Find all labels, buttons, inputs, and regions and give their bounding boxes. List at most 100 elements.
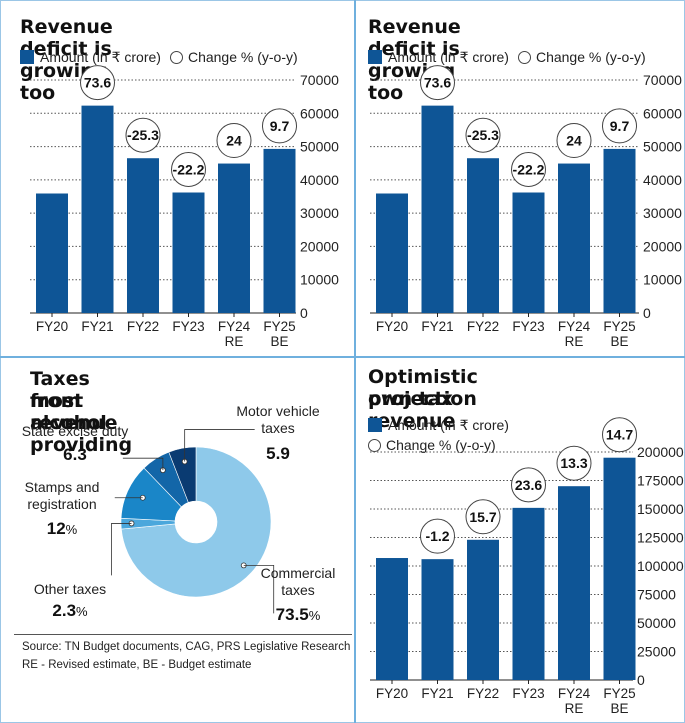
bar [172, 192, 205, 313]
y-tick-label: 0 [643, 305, 651, 321]
source-line: Source: TN Budget documents, CAG, PRS Le… [22, 641, 351, 653]
source-note: Source: TN Budget documents, CAG, PRS Le… [22, 638, 352, 674]
bar [218, 163, 250, 313]
change-label: -25.3 [467, 127, 499, 143]
x-tick-label: FY23 [512, 686, 544, 701]
bar [558, 486, 590, 680]
slice-label: taxes [281, 582, 314, 598]
change-marker [511, 467, 546, 503]
change-marker [465, 117, 501, 153]
change-marker [125, 117, 161, 153]
y-tick-label: 60000 [643, 105, 682, 121]
change-marker [420, 65, 455, 101]
y-tick-label: 125000 [637, 530, 684, 546]
bar [512, 192, 545, 313]
x-tick-label: FY25 [603, 319, 635, 334]
change-label: -25.3 [127, 127, 159, 143]
leader-line [122, 457, 164, 471]
x-tick-label: FY22 [467, 319, 499, 334]
change-marker [216, 123, 252, 159]
slice-label: Stamps and [25, 479, 100, 495]
y-tick-label: 10000 [643, 272, 682, 288]
bar [558, 163, 590, 313]
x-tick-label: FY21 [421, 319, 453, 334]
bar [376, 193, 408, 313]
change-label: 9.7 [270, 118, 290, 134]
bar [603, 148, 636, 313]
x-tick-label: FY22 [127, 319, 159, 334]
change-label: 73.6 [84, 75, 111, 91]
bar [376, 558, 408, 680]
chart-title-line2: most revenue [30, 390, 118, 434]
slice-value: 5.9 [266, 444, 290, 463]
slice-label: Motor vehicle [236, 403, 319, 419]
x-tick-label: RE [565, 334, 584, 349]
pie-slice [121, 446, 272, 598]
chart-title: Revenue deficit is growing too [368, 16, 461, 104]
legend-change-circle [368, 438, 381, 452]
y-tick-label: 75000 [637, 587, 676, 603]
change-marker [80, 65, 115, 101]
slice-value: 12% [47, 519, 78, 538]
source-divider [14, 634, 352, 635]
x-tick-label: FY25 [263, 319, 295, 334]
change-marker [556, 445, 592, 481]
change-marker [262, 108, 297, 144]
legend-change-label: Change % (y-o-y) [535, 49, 646, 65]
bar [467, 158, 499, 313]
abbreviation-line: RE - Revised estimate, BE - Budget estim… [22, 659, 252, 671]
y-tick-label: 40000 [643, 172, 682, 188]
y-tick-label: 50000 [643, 139, 682, 155]
y-tick-label: 60000 [300, 105, 339, 121]
change-label: 13.3 [560, 455, 587, 471]
y-tick-label: 25000 [637, 644, 676, 660]
chart-title: Revenue deficit is growing too [20, 16, 113, 104]
slice-value-unit: % [66, 522, 78, 537]
slice-label: Other taxes [34, 581, 106, 597]
change-marker [556, 123, 592, 159]
leader-line [111, 523, 132, 576]
bar [127, 158, 159, 313]
y-tick-label: 30000 [643, 205, 682, 221]
change-marker [171, 152, 206, 188]
change-marker [511, 152, 546, 188]
x-tick-label: FY25 [603, 686, 635, 701]
bar [36, 193, 68, 313]
legend-amount-label: Amount (in ₹ crore) [40, 48, 161, 65]
bar [467, 539, 499, 680]
change-marker [602, 417, 637, 453]
y-tick-label: 70000 [643, 72, 682, 88]
bar [512, 507, 545, 680]
slice-value: 6.3 [63, 445, 87, 464]
x-tick-label: FY23 [172, 319, 204, 334]
change-label: 14.7 [606, 427, 633, 443]
x-tick-label: FY21 [421, 686, 453, 701]
vertical-divider [354, 0, 356, 723]
legend-change-circle [169, 50, 183, 64]
x-tick-label: BE [610, 334, 628, 349]
horizontal-divider [0, 356, 685, 358]
x-tick-label: FY20 [376, 319, 408, 334]
y-tick-label: 100000 [637, 558, 684, 574]
y-tick-label: 0 [637, 672, 645, 688]
change-label: 15.7 [469, 509, 496, 525]
y-tick-label: 20000 [643, 238, 682, 254]
change-label: -1.2 [425, 528, 449, 544]
y-tick-label: 50000 [637, 615, 676, 631]
legend-bar-swatch [368, 418, 382, 432]
legend-amount-label: Amount (in ₹ crore) [388, 48, 509, 65]
chart-title-line2: projection [368, 388, 477, 410]
y-tick-label: 70000 [300, 72, 339, 88]
x-tick-label: FY21 [81, 319, 113, 334]
x-tick-label: FY22 [467, 686, 499, 701]
bar-chart-revenue-deficit-2: 0 10000 20000 30000 40000 50000 60000 70000 FY20… [370, 65, 682, 349]
slice-label: taxes [261, 420, 294, 436]
y-tick-label: 0 [300, 305, 308, 321]
y-tick-label: 30000 [300, 205, 339, 221]
y-tick-label: 10000 [300, 272, 339, 288]
change-marker [602, 108, 637, 144]
slice-value-unit: % [309, 608, 321, 623]
y-tick-label: 40000 [300, 172, 339, 188]
change-label: 24 [566, 133, 582, 149]
change-marker [420, 518, 455, 554]
